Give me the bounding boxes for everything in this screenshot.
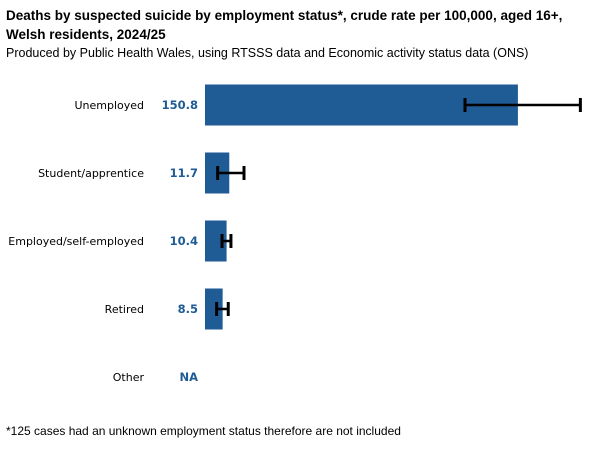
chart-title: Deaths by suspected suicide by employmen…: [6, 8, 563, 42]
value-label: NA: [179, 370, 198, 384]
value-label: 8.5: [178, 302, 198, 316]
value-label: 11.7: [170, 166, 198, 180]
value-label: 150.8: [162, 98, 198, 112]
category-label: Employed/self-employed: [8, 235, 144, 248]
chart-subtitle: Produced by Public Health Wales, using R…: [6, 46, 529, 60]
category-label: Unemployed: [74, 99, 144, 112]
bar: [205, 220, 227, 262]
bar: [205, 288, 223, 330]
category-label: Student/apprentice: [38, 167, 144, 180]
category-label: Other: [113, 371, 145, 384]
value-label: 10.4: [170, 234, 198, 248]
category-label: Retired: [105, 303, 144, 316]
chart-footnote: *125 cases had an unknown employment sta…: [6, 424, 401, 438]
